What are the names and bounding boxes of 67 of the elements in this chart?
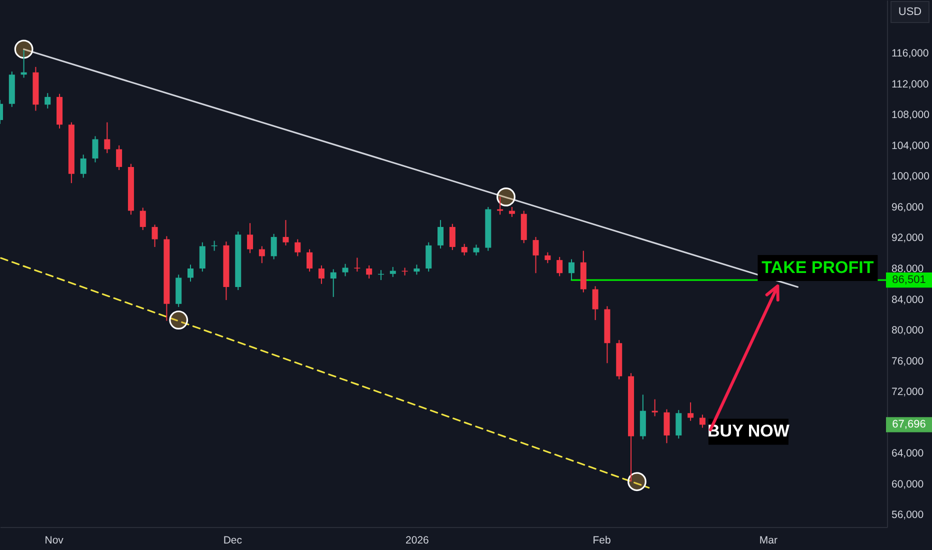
candlestick <box>664 408 670 444</box>
candlestick <box>247 222 254 254</box>
candlestick <box>199 242 206 272</box>
candlestick <box>306 248 313 272</box>
point <box>496 188 516 206</box>
y-tick-label: 116,000 <box>892 48 929 60</box>
x-tick-label: Mar <box>759 534 778 546</box>
candlestick <box>390 266 396 278</box>
candlestick <box>187 264 194 282</box>
candlestick <box>44 92 51 109</box>
annotation: TAKE PROFIT <box>762 258 874 277</box>
y-tick-label: 88,000 <box>892 263 924 275</box>
point <box>169 310 188 330</box>
x-tick-label: 2026 <box>406 534 430 546</box>
candlestick <box>508 206 515 218</box>
y-tick-label: 100,000 <box>892 170 930 183</box>
candlestick <box>140 207 146 231</box>
point <box>628 472 646 492</box>
y-tick-label: 72,000 <box>892 386 924 398</box>
y-tick-label: 112,000 <box>892 78 929 90</box>
candlestick <box>676 410 682 440</box>
candlestick <box>592 286 598 321</box>
candlestick <box>449 223 456 251</box>
candlestick <box>688 402 694 422</box>
x-tick-label: Nov <box>44 534 64 546</box>
candlestick <box>426 242 432 272</box>
y-tick-label: 92,000 <box>892 232 924 244</box>
candlestick <box>80 154 86 178</box>
y-tick-label: 60,000 <box>892 478 924 490</box>
y-tick-label: 76,000 <box>892 355 924 368</box>
candlestick <box>282 220 289 246</box>
x-tick-label: Feb <box>592 534 611 546</box>
y-tick-label: 108,000 <box>892 109 930 122</box>
candlestick <box>92 136 98 163</box>
candlestick <box>366 264 372 279</box>
candlestick <box>461 243 468 256</box>
candlestick <box>152 224 158 248</box>
candlestick <box>497 196 504 216</box>
y-tick-label: 104,000 <box>892 140 930 152</box>
x-tick-label: Dec <box>223 534 242 546</box>
candlestick <box>414 264 420 276</box>
candlestick <box>568 258 574 281</box>
candlestick <box>532 236 539 274</box>
candlestick <box>294 238 301 257</box>
candlestick <box>342 263 348 277</box>
candlestick <box>318 264 324 284</box>
candlestick <box>652 398 658 417</box>
candlestick <box>104 122 110 154</box>
candlestick <box>258 246 265 264</box>
candlestick <box>330 268 336 298</box>
candlestick <box>699 414 706 428</box>
y-tick-label: 64,000 <box>892 448 924 460</box>
y-tick-label: 80,000 <box>892 324 924 337</box>
y-tick-label: 84,000 <box>892 294 924 306</box>
candlestick <box>270 233 277 260</box>
candlestick <box>473 244 480 256</box>
candlestick <box>556 256 563 277</box>
y-tick-label: 96,000 <box>892 201 924 214</box>
y-tick-label: 56,000 <box>892 509 924 522</box>
candlestick <box>354 257 360 272</box>
candlestick <box>438 220 444 249</box>
text: 67,696 <box>892 418 926 431</box>
point <box>14 40 34 59</box>
text: USD <box>898 6 922 18</box>
candlestick <box>544 252 551 264</box>
candlestick <box>116 144 122 171</box>
data-label: 86,501 <box>892 274 926 286</box>
